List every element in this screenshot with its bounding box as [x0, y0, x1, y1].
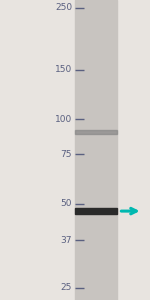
Bar: [75, 208, 117, 214]
Text: 75: 75: [60, 150, 72, 159]
Bar: [75, 130, 117, 134]
Text: 37: 37: [60, 236, 72, 245]
Bar: [75, 0, 117, 300]
Text: 25: 25: [61, 284, 72, 292]
Text: 100: 100: [55, 115, 72, 124]
Text: 150: 150: [55, 65, 72, 74]
Text: 250: 250: [55, 3, 72, 12]
Text: 50: 50: [60, 199, 72, 208]
